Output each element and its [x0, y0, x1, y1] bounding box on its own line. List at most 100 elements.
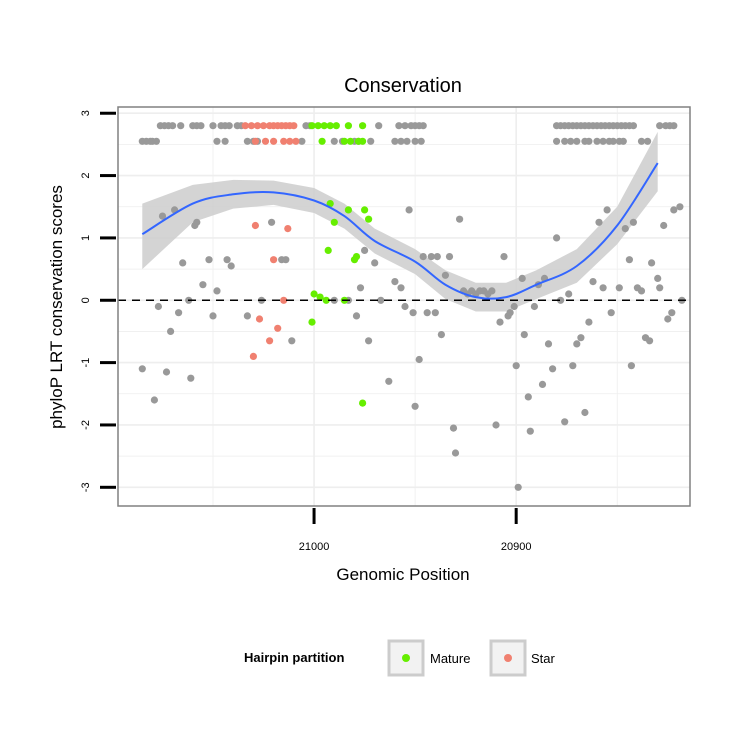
y-tick-label: 3 [80, 110, 92, 116]
point-other [451, 449, 460, 457]
point-other [423, 309, 431, 317]
point-other [419, 253, 427, 261]
point-other [223, 256, 231, 264]
data-points [138, 122, 686, 491]
point-other [553, 137, 561, 145]
point-other [593, 137, 601, 145]
y-tick-label: 0 [80, 297, 92, 303]
point-other [488, 287, 496, 295]
point-other [415, 355, 423, 364]
point-other [391, 278, 399, 286]
point-mature [359, 399, 367, 407]
point-other [403, 137, 411, 145]
point-mature [365, 215, 373, 223]
point-other [445, 253, 454, 261]
point-other [302, 122, 310, 130]
point-other [397, 137, 405, 145]
point-other [627, 362, 636, 370]
x-tick-label: 21000 [299, 541, 330, 553]
point-other [367, 137, 375, 145]
point-mature [308, 318, 316, 326]
y-axis: -3 -2 -1 0 1 2 3 [80, 110, 116, 492]
point-mature [344, 206, 352, 214]
point-other [609, 137, 617, 145]
point-other [577, 334, 585, 342]
point-mature [324, 246, 332, 254]
point-other [401, 302, 409, 311]
smooth-line [141, 162, 659, 300]
point-star [274, 324, 282, 332]
x-tick-label: 20900 [501, 541, 532, 553]
point-mature [316, 293, 324, 301]
point-other [520, 331, 528, 339]
point-mature [314, 122, 322, 130]
point-mature [332, 122, 340, 130]
point-other [288, 337, 296, 345]
plot-panel [117, 106, 691, 507]
point-other [361, 246, 369, 254]
point-other [150, 396, 158, 404]
point-other [660, 221, 668, 230]
legend-title: Hairpin partition [244, 650, 344, 665]
point-other [385, 377, 393, 385]
point-other [205, 256, 213, 264]
point-other [514, 483, 522, 491]
x-axis-title: Genomic Position [336, 565, 469, 584]
point-star [284, 225, 292, 233]
point-other [621, 225, 629, 233]
point-mature [361, 206, 369, 214]
point-other [377, 296, 385, 304]
point-other [569, 362, 577, 370]
point-other [175, 309, 183, 317]
point-other [526, 427, 534, 435]
point-mature [346, 137, 354, 145]
point-other [268, 218, 276, 226]
point-mature [310, 290, 318, 298]
point-other [656, 122, 664, 130]
point-other [456, 215, 464, 223]
x-axis: 21000 20900 [299, 508, 532, 553]
point-other [225, 122, 233, 130]
point-other [356, 284, 365, 292]
point-other [213, 137, 221, 145]
point-mature [326, 122, 334, 130]
point-other [615, 284, 623, 292]
point-other [158, 212, 167, 220]
point-other [417, 137, 425, 145]
legend-label-star: Star [531, 651, 556, 666]
point-other [565, 290, 573, 298]
y-tick-label: 2 [80, 173, 92, 179]
point-other [397, 284, 405, 292]
point-other [371, 259, 379, 267]
point-other [138, 365, 146, 373]
y-axis-title: phyloP LRT conservation scores [47, 185, 66, 429]
point-other [561, 418, 569, 426]
point-star [255, 315, 264, 323]
point-other [648, 259, 656, 267]
point-other [243, 312, 251, 320]
point-other [557, 296, 565, 304]
gridlines [118, 107, 690, 506]
point-star [251, 221, 259, 230]
point-mature [326, 200, 334, 208]
point-star [286, 137, 294, 145]
point-other [167, 327, 175, 335]
point-mature [359, 122, 367, 130]
panel-border [117, 106, 691, 507]
point-other [510, 302, 518, 311]
point-other [221, 137, 229, 145]
point-other [330, 137, 338, 145]
point-other [625, 256, 634, 264]
point-other [352, 312, 361, 320]
point-other [492, 421, 500, 429]
point-other [437, 331, 445, 339]
point-other [209, 312, 217, 320]
point-other [664, 315, 672, 323]
point-other [573, 137, 581, 145]
point-other [549, 365, 557, 373]
point-other [629, 218, 638, 226]
point-other [433, 253, 441, 261]
point-mature [322, 296, 330, 304]
point-other [585, 137, 593, 145]
